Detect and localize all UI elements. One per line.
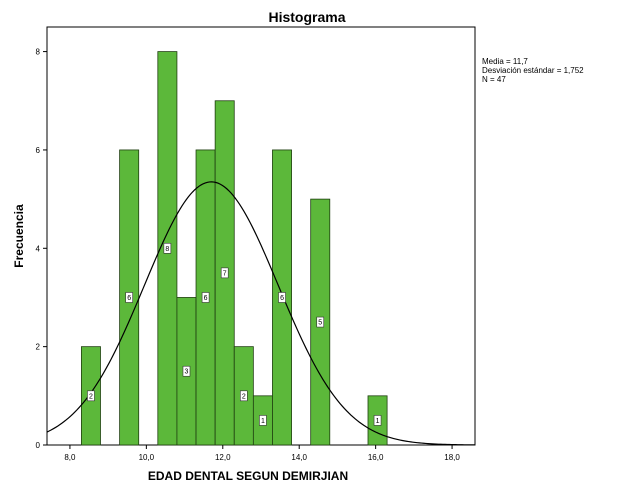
bar-label-6: 2 — [242, 393, 246, 400]
plot-area: 2 6 8 3 6 7 2 1 6 5 1 — [46, 26, 476, 446]
bar-label-5: 7 — [223, 270, 227, 277]
bar-label-box-4 — [201, 292, 210, 303]
bar-label-box-7 — [259, 415, 267, 426]
bar-label-box-1 — [125, 292, 133, 303]
bar-label-10: 1 — [376, 418, 380, 425]
bar-label-4: 6 — [204, 295, 208, 302]
x-tick-label-5: 18,0 — [444, 453, 460, 462]
bar-label-box-10 — [373, 415, 382, 426]
bar-label-8: 6 — [280, 295, 284, 302]
bar-label-box-3 — [182, 365, 191, 377]
plot-frame — [46, 26, 476, 446]
bar-label-3: 3 — [185, 369, 189, 376]
sd-text: Desviación estándar = 1,752 — [482, 66, 584, 75]
bar-label-7: 1 — [261, 418, 265, 425]
bar-label-1: 6 — [127, 295, 131, 302]
n-text: N = 47 — [482, 75, 506, 84]
bar-label-9: 5 — [318, 320, 322, 327]
bar-label-box-8 — [278, 292, 286, 303]
y-axis: 0 2 4 6 8 — [36, 48, 47, 450]
y-tick-label-2: 4 — [36, 244, 41, 253]
y-tick-label-1: 2 — [36, 343, 41, 352]
y-tick-label-0: 0 — [36, 441, 41, 450]
bar-label-box-9 — [316, 316, 325, 328]
x-tick-label-1: 10,0 — [139, 453, 155, 462]
x-tick-label-4: 16,0 — [368, 453, 384, 462]
bar-label-0: 2 — [89, 393, 93, 400]
chart-title: Histograma — [268, 9, 345, 25]
bar-label-box-5 — [220, 267, 229, 279]
y-tick-label-4: 8 — [36, 48, 41, 57]
bar-label-box-6 — [240, 390, 248, 402]
x-tick-label-0: 8,0 — [64, 453, 76, 462]
bar-label-box-2 — [163, 242, 172, 254]
x-axis: 8,0 10,0 12,0 14,0 16,0 18,0 — [64, 445, 460, 462]
bar-label-box-0 — [87, 390, 95, 402]
bar-label-2: 8 — [165, 246, 169, 253]
y-axis-label: Frecuencia — [12, 204, 26, 268]
mean-text: Media = 11,7 — [482, 57, 528, 66]
bar-labels-group: 2 6 8 3 6 7 2 1 6 5 1 — [87, 242, 382, 426]
statistics-box: Media = 11,7 Desviación estándar = 1,752… — [482, 57, 584, 84]
x-axis-label: EDAD DENTAL SEGUN DEMIRJIAN — [148, 469, 348, 483]
y-tick-label-3: 6 — [36, 146, 41, 155]
x-tick-label-3: 14,0 — [291, 453, 307, 462]
x-tick-label-2: 12,0 — [215, 453, 231, 462]
normal-curve — [46, 181, 476, 446]
